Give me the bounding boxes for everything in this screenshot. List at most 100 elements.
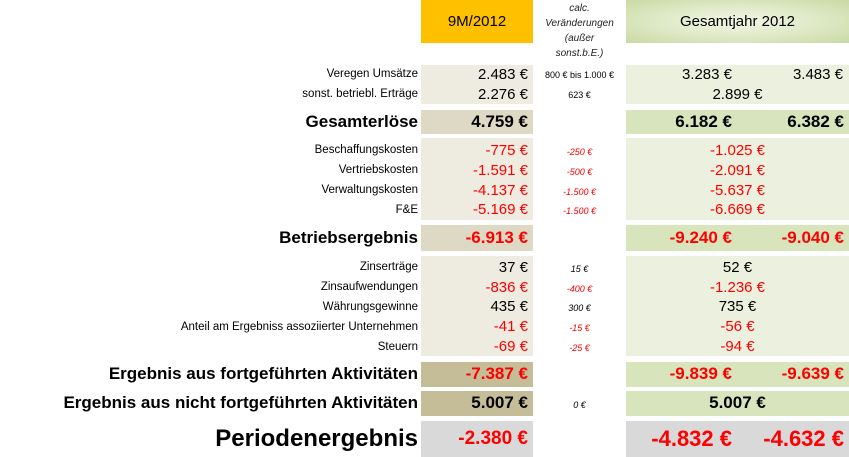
row-label-nicht-fortgefuehrt: Ergebnis aus nicht fortgeführten Aktivit… (63, 393, 418, 412)
cell-bg-9m-fortgefuehrt (421, 362, 533, 387)
cell-fy-beschaffung: -1.025 € (626, 142, 849, 160)
row-label-vertrieb: Vertriebskosten (338, 164, 418, 176)
cell-fy-gesamterloese-high: 6.382 € (787, 112, 844, 131)
cell-bg-fy-periodenergebnis (626, 421, 849, 457)
cell-fy-umsaetze-low: 3.283 € (681, 66, 732, 83)
cell-bg-9m-gesamterloese (421, 110, 533, 134)
cell-fy-umsaetze-high: 3.483 € (792, 66, 843, 83)
cell-9m-zinsaufwendungen: -836 € (485, 279, 528, 296)
cell-fy-zinsertraege-value: 52 € (722, 259, 753, 276)
cell-calc-fue: -1.500 € (562, 206, 597, 216)
cell-calc-waehrung: 300 € (568, 303, 591, 313)
row-label-fue: F&E (395, 204, 418, 216)
header-calc-line: Veränderungen (545, 18, 614, 29)
cell-calc-assoziierte: -15 € (569, 323, 590, 333)
cell-fy-assoziierte: -56 € (626, 318, 849, 336)
cell-calc-sonst-ertraege: 623 € (568, 90, 591, 100)
cell-bg-fy-betriebsergebnis (626, 225, 849, 251)
row-label-verwaltung: Verwaltungskosten (321, 184, 418, 196)
cell-fy-gesamterloese-low: 6.182 € (675, 112, 732, 131)
cell-fy-zinsaufwendungen: -1.236 € (626, 279, 849, 297)
row-label-waehrung: Währungsgewinne (322, 301, 418, 313)
cell-9m-steuern: -69 € (493, 338, 528, 355)
cell-bg-fy-financial (626, 256, 849, 356)
header-calc-line: (außer (564, 33, 595, 44)
cell-bg-fy-fortgefuehrt (626, 362, 849, 387)
cell-9m-fue: -5.169 € (472, 201, 528, 218)
cell-bg-9m-periodenergebnis (421, 421, 533, 457)
row-label-sonst-ertraege: sonst. betriebl. Erträge (302, 88, 418, 100)
cell-bg-fy-nicht-fortgefuehrt (626, 391, 849, 416)
cell-fy-nicht-fortgefuehrt: 5.007 € (626, 393, 849, 413)
row-label-gesamterloese: Gesamterlöse (305, 112, 418, 131)
cell-fy-periodenergebnis-low: -4.832 € (651, 426, 732, 451)
cell-9m-gesamterloese: 4.759 € (471, 112, 528, 131)
cell-fy-beschaffung-value: -1.025 € (709, 142, 766, 159)
cell-fy-verwaltung: -5.637 € (626, 182, 849, 200)
row-label-zinsertraege: Zinserträge (359, 261, 418, 273)
cell-fy-fortgefuehrt-high: -9.639 € (781, 364, 844, 383)
cell-fy-periodenergebnis-high: -4.632 € (763, 426, 844, 451)
cell-calc-umsaetze: 800 € bis 1.000 € (544, 70, 615, 80)
header-9m-label: 9M/2012 (447, 13, 507, 30)
cell-9m-betriebsergebnis: -6.913 € (465, 228, 528, 247)
cell-fy-sonst-ertraege: 2.899 € (626, 86, 849, 104)
cell-fy-waehrung: 735 € (626, 298, 849, 316)
header-full-year-2012: Gesamtjahr 2012 (626, 0, 849, 43)
cell-fy-fue-value: -6.669 € (709, 201, 766, 218)
cell-fy-nicht-fortgefuehrt-value: 5.007 € (709, 393, 766, 412)
cell-fy-vertrieb: -2.091 € (626, 162, 849, 180)
cell-9m-assoziierte: -41 € (493, 318, 528, 335)
cell-fy-zinsaufwendungen-value: -1.236 € (709, 279, 766, 296)
cell-fy-periodenergebnis: -4.832 € -4.632 € (626, 426, 849, 452)
cell-bg-fy-revenue (626, 65, 849, 104)
cell-fy-fortgefuehrt-low: -9.839 € (669, 364, 732, 383)
row-label-periodenergebnis: Periodenergebnis (215, 425, 418, 452)
cell-9m-periodenergebnis: -2.380 € (458, 428, 528, 449)
row-label-zinsaufwendungen: Zinsaufwendungen (320, 281, 418, 293)
cell-fy-fortgefuehrt: -9.839 € -9.639 € (626, 364, 849, 384)
header-calc-changes: calc. Veränderungen (außer sonst.b.E.) (533, 0, 626, 62)
cell-calc-vertrieb: -500 € (566, 167, 593, 177)
row-label-fortgefuehrt: Ergebnis aus fortgeführten Aktivitäten (108, 364, 418, 383)
cell-fy-vertrieb-value: -2.091 € (709, 162, 766, 179)
cell-fy-verwaltung-value: -5.637 € (709, 182, 766, 199)
cell-calc-verwaltung: -1.500 € (562, 187, 597, 197)
cell-bg-9m-nicht-fortgefuehrt (421, 391, 533, 416)
header-calc-line: sonst.b.E.) (555, 48, 604, 59)
cell-calc-steuern: -25 € (569, 343, 590, 353)
cell-fy-betriebsergebnis-high: -9.040 € (781, 228, 844, 247)
cell-9m-umsaetze: 2.483 € (477, 66, 528, 83)
cell-9m-verwaltung: -4.137 € (472, 182, 528, 199)
cell-fy-fue: -6.669 € (626, 201, 849, 219)
cell-fy-steuern-value: -94 € (720, 338, 755, 355)
cell-fy-umsaetze: 3.283 € 3.483 € (626, 66, 849, 84)
cell-bg-fy-costs (626, 138, 849, 220)
row-label-beschaffung: Beschaffungskosten (314, 144, 418, 156)
header-9m-2012: 9M/2012 (421, 0, 533, 43)
cell-bg-fy-gesamterloese (626, 110, 849, 134)
cell-fy-gesamterloese: 6.182 € 6.382 € (626, 112, 849, 132)
cell-9m-nicht-fortgefuehrt: 5.007 € (471, 393, 528, 412)
row-label-steuern: Steuern (377, 341, 418, 353)
cell-calc-zinsaufwendungen: -400 € (566, 284, 593, 294)
row-label-umsaetze: Veregen Umsätze (326, 68, 418, 80)
cell-9m-fortgefuehrt: -7.387 € (465, 364, 528, 383)
cell-9m-sonst-ertraege: 2.276 € (477, 86, 528, 103)
cell-calc-beschaffung: -250 € (566, 147, 593, 157)
cell-calc-zinsertraege: 15 € (570, 264, 589, 274)
cell-9m-beschaffung: -775 € (485, 142, 528, 159)
cell-bg-9m-costs (421, 138, 533, 220)
cell-fy-betriebsergebnis: -9.240 € -9.040 € (626, 228, 849, 248)
cell-calc-nicht-fortgefuehrt: 0 € (573, 400, 586, 410)
cell-fy-sonst-ertraege-value: 2.899 € (712, 86, 763, 103)
cell-fy-steuern: -94 € (626, 338, 849, 356)
header-calc-line: calc. (569, 3, 590, 14)
cell-bg-9m-betriebsergebnis (421, 225, 533, 251)
cell-9m-waehrung: 435 € (490, 298, 528, 315)
cell-fy-waehrung-value: 735 € (718, 298, 757, 315)
row-label-betriebsergebnis: Betriebsergebnis (279, 228, 418, 247)
cell-fy-zinsertraege: 52 € (626, 259, 849, 277)
cell-9m-vertrieb: -1.591 € (472, 162, 528, 179)
header-full-year-label: Gesamtjahr 2012 (679, 13, 796, 30)
